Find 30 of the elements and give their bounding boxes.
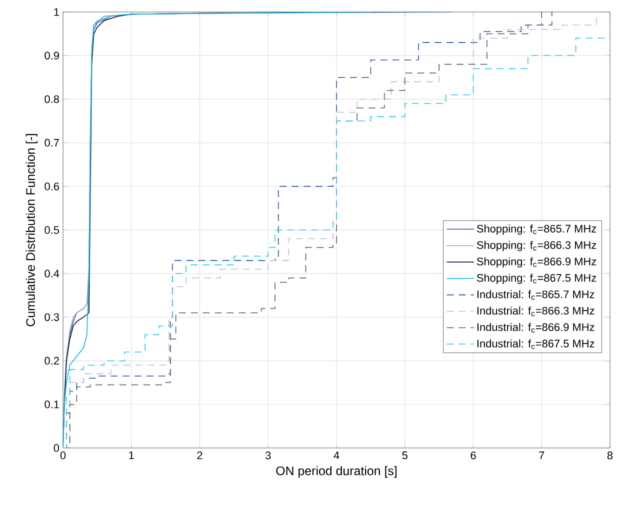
legend-label: Industrial: f$_{c}$=867.5 MHz <box>477 339 594 350</box>
x-tick-label: 4 <box>334 452 340 460</box>
y-tick-label: 0.3 <box>44 313 60 322</box>
x-tick-label: 1 <box>129 452 134 460</box>
y-tick-label: 0.9 <box>44 52 59 60</box>
legend-label: Industrial: f$_{c}$=866.3 MHz <box>477 306 594 316</box>
y-tick-label: 0.6 <box>44 182 60 190</box>
x-axis-title: ON period duration [s] <box>276 466 397 478</box>
x-tick-label: 3 <box>266 452 271 460</box>
y-tick-label: 0.1 <box>44 400 59 408</box>
legend-label: Industrial: f$_{c}$=866.9 MHz <box>477 322 594 333</box>
y-tick-label: 0 <box>54 444 60 452</box>
x-tick-label: 0 <box>60 452 66 460</box>
legend-label: Shopping: f$_{c}$=866.9 MHz <box>476 257 596 268</box>
y-tick-label: 1 <box>54 8 59 16</box>
y-tick-label: 0.8 <box>44 95 60 104</box>
x-tick-label: 2 <box>197 452 202 460</box>
y-tick-label: 0.7 <box>44 138 59 147</box>
x-tick-label: 5 <box>402 452 408 460</box>
legend-label: Shopping: f$_{c}$=866.3 MHz <box>476 240 596 252</box>
legend-label: Shopping: f$_{c}$=867.5 MHz <box>476 274 596 284</box>
y-tick-label: 0.4 <box>44 270 60 278</box>
legend-label: Industrial: f$_{c}$=865.7 MHz <box>477 290 594 300</box>
y-axis-title: Cumulative Distribution Function [-] <box>26 134 38 326</box>
y-tick-label: 0.2 <box>44 356 59 365</box>
x-tick-label: 8 <box>607 452 613 460</box>
legend-label: Shopping: f$_{c}$=865.7 MHz <box>476 224 596 235</box>
x-tick-label: 6 <box>470 452 476 460</box>
y-tick-label: 0.5 <box>44 226 60 234</box>
x-tick-label: 7 <box>539 452 544 460</box>
